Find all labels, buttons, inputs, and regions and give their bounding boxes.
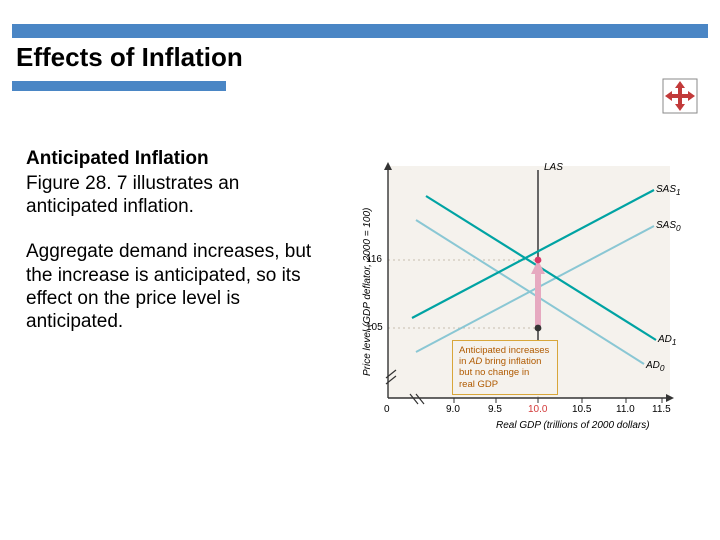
chart-callout: Anticipated increases in AD bring inflat… [452,340,558,395]
slide-title-block: Effects of Inflation [12,24,708,91]
y-axis-label: Price level (GDP deflator, 2000 = 100) [362,208,373,376]
title-bar-bottom [12,81,226,91]
x-axis-label: Real GDP (trillions of 2000 dollars) [496,420,650,431]
paragraph-2: Aggregate demand increases, but the incr… [26,240,326,333]
sas0-label: SAS0 [656,220,681,233]
body-text: Anticipated Inflation Figure 28. 7 illus… [26,148,326,333]
x-tick-95: 9.5 [488,404,502,415]
subheading: Anticipated Inflation [26,148,326,170]
y-tick-116: 116 [366,254,382,265]
las-label: LAS [544,162,563,173]
x-tick-11: 11.0 [616,404,635,415]
callout-line4: real GDP [459,379,551,390]
callout-line3: but no change in [459,367,551,378]
x-tick-105: 10.5 [572,404,591,415]
x-tick-10: 10.0 [528,404,547,415]
move-icon [662,78,698,114]
x-tick-9: 9.0 [446,404,460,415]
sas1-label: SAS1 [656,184,681,197]
paragraph-1: Figure 28. 7 illustrates an anticipated … [26,172,326,218]
x-tick-0: 0 [384,404,390,415]
ad0-label: AD0 [646,360,665,373]
title-bar-top [12,24,708,38]
callout-line2: in AD bring inflation [459,356,551,367]
slide-title: Effects of Inflation [16,42,708,73]
y-tick-105: 105 [366,322,383,333]
callout-line1: Anticipated increases [459,345,551,356]
figure-28-7-chart: Price level (GDP deflator, 2000 = 100) R… [356,160,696,440]
x-tick-115: 11.5 [652,404,671,415]
ad1-label: AD1 [658,334,677,347]
